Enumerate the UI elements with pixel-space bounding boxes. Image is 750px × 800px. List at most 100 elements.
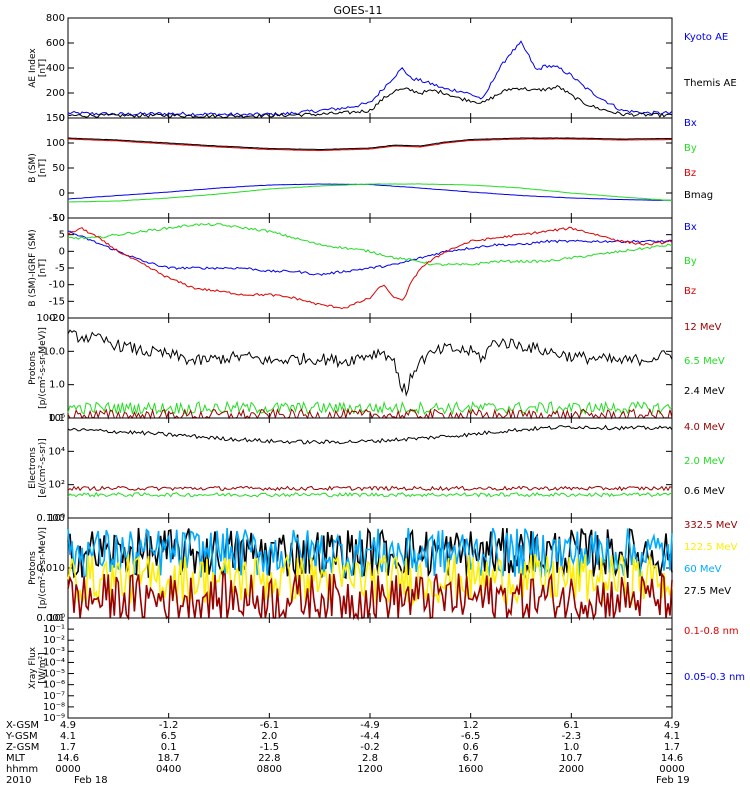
legend-entry: 4.0 MeV — [684, 422, 725, 433]
legend-entry: 0.05-0.3 nm — [684, 672, 745, 683]
y-tick-label: 0 — [59, 188, 65, 199]
series-themis-ae — [67, 84, 673, 119]
x-axis-table: X-GSM 4.9 -1.2 -6.1 -4.9 1.2 6.1 4.9 Y-GSM 4.1 6.5… — [5, 720, 690, 786]
x-row-label: hhmm — [6, 764, 38, 775]
y-tick-label: 0 — [59, 113, 65, 124]
x-row-value: 1.2 — [463, 720, 479, 731]
x-row-value: -0.2 — [360, 742, 380, 753]
series-2-0-mev — [67, 491, 673, 498]
x-row-value: 0400 — [156, 764, 181, 775]
x-row-label: 2010 — [6, 775, 31, 786]
x-row-label: X-GSM — [6, 720, 39, 731]
y-tick-label: 10⁻³ — [43, 646, 65, 657]
y-axis-label: Electrons — [28, 447, 38, 489]
y-tick-label: 100.0 — [36, 313, 65, 324]
x-row-value: -1.2 — [159, 720, 179, 731]
y-axis-label: [nT] — [38, 259, 48, 277]
y-tick-label: 10⁴ — [48, 446, 65, 457]
y-axis-label: B (SM)-IGRF (SM) — [28, 229, 38, 306]
legend-entry: 2.4 MeV — [684, 386, 725, 397]
x-row-value: -4.4 — [360, 731, 380, 742]
x-row-value: 1.7 — [664, 742, 680, 753]
y-tick-label: 150 — [46, 113, 65, 124]
x-row-value: -6.1 — [260, 720, 280, 731]
y-tick-label: 0.1 — [49, 413, 65, 424]
panel-frame — [67, 417, 673, 519]
legend-entry: Kyoto AE — [684, 32, 728, 43]
x-row-value: 2000 — [559, 764, 584, 775]
y-tick-label: 5 — [59, 230, 65, 241]
x-row-value: 1200 — [357, 764, 382, 775]
y-tick-label: 50 — [52, 163, 65, 174]
legend-entry: Bx — [684, 222, 697, 233]
y-axis-label: [nT] — [38, 159, 48, 177]
y-tick-label: 10⁻⁹ — [43, 713, 65, 724]
legend-entry: 6.5 MeV — [684, 356, 725, 367]
x-row-label: Y-GSM — [5, 731, 38, 742]
y-tick-label: 10² — [48, 480, 65, 491]
y-tick-label: 0.100 — [36, 513, 65, 524]
legend-entry: 60 MeV — [684, 564, 722, 575]
y-tick-label: 10⁶ — [48, 413, 65, 424]
legend-entry: Themis AE — [683, 78, 737, 89]
x-row-value: 14.6 — [661, 753, 683, 764]
series-by — [68, 183, 673, 203]
x-row-value: Feb 19 — [656, 775, 690, 786]
y-tick-label: 10⁰ — [48, 613, 65, 624]
y-tick-label: -15 — [49, 296, 65, 307]
x-row-value: 4.1 — [664, 731, 680, 742]
x-row-value: 22.8 — [258, 753, 280, 764]
x-row-value: 6.7 — [463, 753, 479, 764]
x-row-value: 0.1 — [161, 742, 177, 753]
panel-1: 0 200 400 600 800 AE Index [nT] Kyoto AE Themis … — [28, 13, 737, 124]
series-2-4-mev — [67, 329, 673, 397]
y-tick-label: 10⁰ — [48, 513, 65, 524]
panel-frame — [67, 17, 673, 119]
plot-title: GOES-11 — [333, 4, 382, 17]
legend-entry: 0.6 MeV — [684, 486, 725, 497]
legend-entry: 2.0 MeV — [684, 456, 725, 467]
series-bx — [67, 230, 673, 276]
legend-entry: 12 MeV — [684, 322, 722, 333]
y-axis-label: [p/(cm²-s-sr-MeV)] — [38, 527, 48, 609]
legend-entry: 27.5 MeV — [684, 586, 731, 597]
y-tick-label: 10.0 — [43, 346, 65, 357]
legend-entry: Bz — [684, 286, 696, 297]
x-row-value: 0000 — [659, 764, 684, 775]
x-row-value: 1600 — [458, 764, 483, 775]
series-bmag — [68, 137, 672, 150]
panel-6: 0.001 0.010 0.100 Protons [p/(cm²-s-sr-MeV)]… — [28, 513, 738, 624]
x-row-value: 4.1 — [60, 731, 76, 742]
y-axis-label: [W/m²] — [38, 652, 48, 683]
panel-frame — [67, 217, 673, 319]
y-tick-label: -20 — [49, 313, 65, 324]
y-tick-label: 10⁻² — [43, 635, 65, 646]
x-row-value: -1.5 — [260, 742, 280, 753]
x-row-value: -6.5 — [461, 731, 481, 742]
y-axis-label: Xray Flux — [28, 646, 38, 689]
y-tick-label: 10⁻¹ — [43, 624, 65, 635]
x-row-label: Z-GSM — [6, 742, 39, 753]
x-row-value: 4.9 — [60, 720, 76, 731]
legend-entry: Bx — [684, 118, 697, 129]
y-tick-label: 10⁻⁷ — [43, 691, 65, 702]
y-axis-label: [p/(cm²-s-sr-MeV)] — [38, 327, 48, 409]
panel-frame — [67, 117, 673, 219]
y-tick-label: 800 — [46, 13, 65, 24]
x-row-value: -4.9 — [360, 720, 380, 731]
series-4-0-mev — [67, 485, 673, 492]
series-60-mev — [67, 527, 673, 579]
legend-entry: 0.1-0.8 nm — [684, 626, 739, 637]
panel-frame — [67, 617, 673, 719]
legend-entry: 332.5 MeV — [684, 520, 738, 531]
x-row-value: 4.9 — [664, 720, 680, 731]
series-by — [67, 222, 673, 267]
y-axis-label: [nT] — [38, 59, 48, 77]
series-6-5-mev — [67, 400, 673, 416]
panel-5: 10⁰ 10² 10⁴ 10⁶ Electrons [e/(cm²-s-sr)] 4.0 M… — [28, 413, 725, 524]
